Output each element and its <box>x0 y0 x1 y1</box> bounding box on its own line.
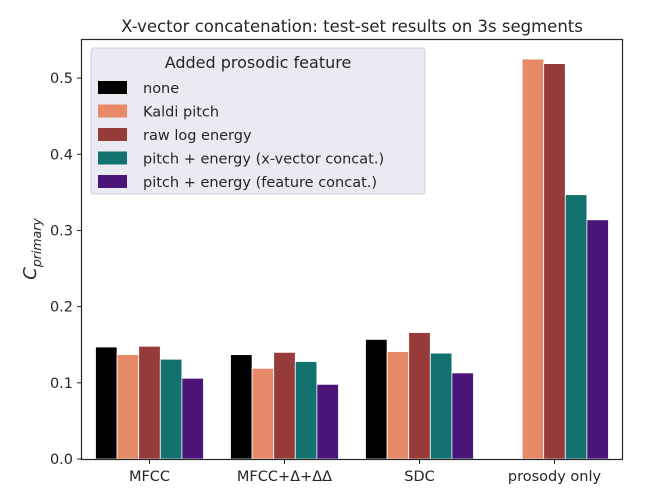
legend-swatch <box>98 128 127 141</box>
y-tick-labels: 0.0 0.1 0.2 0.3 0.4 0.5 <box>50 71 82 468</box>
legend-label: raw log energy <box>143 128 252 144</box>
legend: Added prosodic feature none Kaldi pitch ra… <box>90 47 426 195</box>
bar-0-3 <box>159 358 183 460</box>
bar-1-4 <box>316 383 339 460</box>
y-tick-label: 0.5 <box>50 71 73 87</box>
bar-0-4 <box>181 377 204 460</box>
legend-swatch <box>98 175 127 188</box>
bar-1-1 <box>251 367 275 460</box>
bar-1-0 <box>230 354 253 460</box>
legend-swatch <box>98 151 127 165</box>
bar-1-3 <box>294 361 318 460</box>
legend-items: none Kaldi pitch raw log energy pitch + ene… <box>98 81 384 191</box>
bar-1-2 <box>273 351 296 460</box>
bar-3-1 <box>521 58 545 460</box>
legend-swatch <box>98 104 127 118</box>
bar-2-4 <box>451 372 474 460</box>
bar-0-2 <box>138 345 161 460</box>
legend-label: pitch + energy (x-vector concat.) <box>143 152 384 168</box>
y-axis-label: Cprimary <box>20 218 44 280</box>
plot-area <box>80 38 624 461</box>
bar-3-3 <box>564 194 588 460</box>
legend-item: raw log energy <box>98 128 252 144</box>
plot-frame <box>80 38 624 461</box>
legend-item: Kaldi pitch <box>98 104 219 121</box>
y-axis-label-main: C <box>20 267 41 280</box>
legend-box <box>90 47 426 195</box>
legend-label: none <box>143 81 179 97</box>
y-tick-label: 0.2 <box>50 300 73 316</box>
legend-item: none <box>98 81 179 97</box>
bar-2-2 <box>408 332 431 460</box>
y-tick-label: 0.0 <box>50 452 73 468</box>
x-tick-label: MFCC <box>129 469 170 485</box>
legend-swatch <box>98 81 127 94</box>
bar-3-4 <box>586 219 609 460</box>
x-tick-label: SDC <box>404 469 435 485</box>
bars-layer <box>95 58 609 460</box>
y-tick-label: 0.1 <box>50 376 73 392</box>
legend-item: pitch + energy (x-vector concat.) <box>98 151 384 168</box>
chart-title: X-vector concatenation: test-set results… <box>121 17 583 36</box>
y-tick-label: 0.3 <box>50 223 73 239</box>
x-tick-label: MFCC+Δ+ΔΔ <box>237 469 332 485</box>
bar-0-1 <box>116 354 140 460</box>
bar-2-0 <box>365 338 388 460</box>
x-tick-label: prosody only <box>508 469 602 485</box>
legend-label: pitch + energy (feature concat.) <box>143 175 377 191</box>
y-tick-label: 0.4 <box>50 147 73 163</box>
x-tick-labels: MFCC MFCC+Δ+ΔΔ SDC prosody only <box>129 459 602 485</box>
legend-title: Added prosodic feature <box>165 53 352 72</box>
legend-item: pitch + energy (feature concat.) <box>98 175 377 191</box>
bar-2-1 <box>386 351 410 460</box>
bar-2-3 <box>429 352 453 460</box>
legend-label: Kaldi pitch <box>143 105 219 121</box>
bar-3-2 <box>543 63 566 460</box>
bar-0-0 <box>95 346 118 460</box>
y-axis-label-sub: primary <box>29 218 44 269</box>
